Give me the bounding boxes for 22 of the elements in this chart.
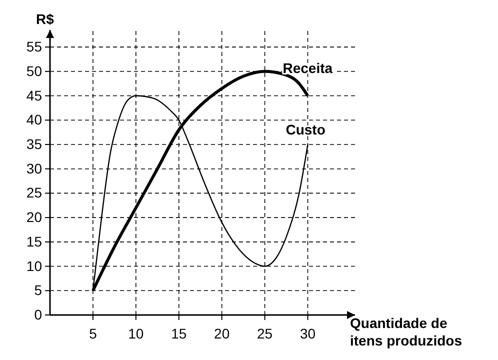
x-tick-label: 20 <box>214 325 230 342</box>
y-tick-label: 5 <box>34 282 42 298</box>
y-tick-label: 35 <box>26 136 42 152</box>
y-tick-label: 50 <box>26 62 42 79</box>
y-tick-label: 45 <box>26 87 42 104</box>
x-tick-label: 30 <box>300 325 316 342</box>
y-tick-label: 10 <box>26 258 42 274</box>
y-tick-label: 30 <box>26 160 42 176</box>
x-tick-label: 5 <box>89 325 98 342</box>
x-tick-label: 15 <box>171 325 187 342</box>
series-label: Custo <box>286 121 326 138</box>
x-axis-title: Quantidade de itens produzidos <box>350 315 462 348</box>
y-tick-label: 15 <box>26 233 42 250</box>
x-tick-label: 25 <box>257 325 273 342</box>
x-tick-label: 10 <box>128 325 144 342</box>
y-tick-label: 25 <box>26 184 42 201</box>
y-tick-label: 0 <box>34 306 42 322</box>
series-label: Receita <box>282 60 333 76</box>
y-axis-title: R$ <box>36 11 54 27</box>
y-tick-label: 40 <box>26 112 42 128</box>
y-tick-label: 20 <box>26 209 42 226</box>
y-tick-label: 55 <box>26 38 42 55</box>
